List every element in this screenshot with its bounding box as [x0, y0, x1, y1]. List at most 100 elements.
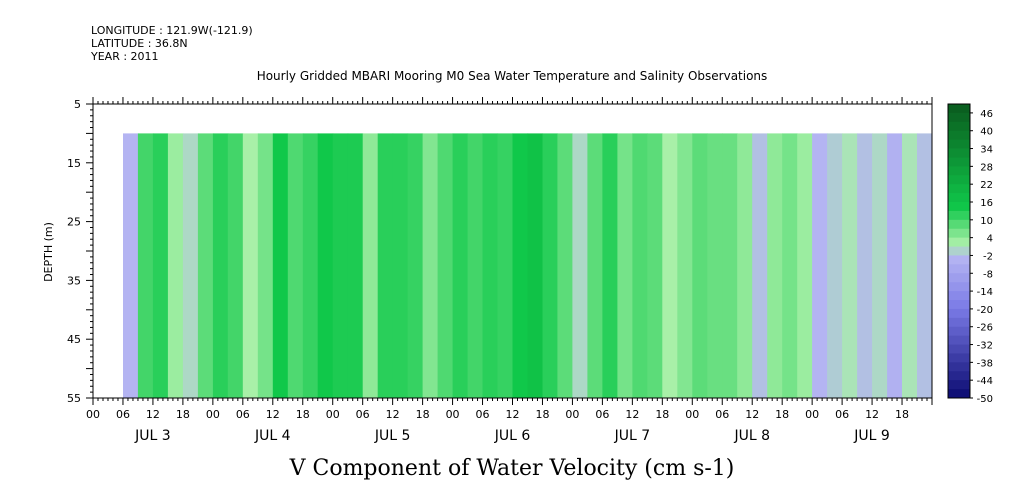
- heatmap-cell: [662, 133, 678, 398]
- colorbar-band: [948, 326, 970, 337]
- colorbar-label: 16: [980, 198, 993, 209]
- x-day-label: JUL 9: [853, 428, 890, 444]
- colorbar-label: 22: [980, 180, 993, 191]
- heatmap-cell: [497, 133, 514, 398]
- colorbar-band: [948, 344, 970, 354]
- heatmap-cell: [467, 133, 484, 398]
- heatmap-cell: [602, 133, 618, 398]
- x-day-label: JUL 7: [614, 428, 651, 444]
- longitude-label: LONGITUDE : 121.9W(-121.9): [91, 24, 253, 37]
- x-tick-label: 18: [176, 408, 190, 421]
- colorbar-band: [948, 317, 970, 328]
- heatmap: [123, 133, 932, 398]
- colorbar-band: [948, 210, 970, 221]
- x-tick-label: 18: [535, 408, 549, 421]
- colorbar-band: [948, 157, 970, 167]
- year-label: YEAR : 2011: [90, 50, 159, 63]
- heatmap-cell: [407, 133, 424, 398]
- heatmap-cell: [287, 133, 304, 398]
- colorbar-label: 4: [987, 234, 993, 245]
- x-tick-label: 18: [416, 408, 430, 421]
- heatmap-cell: [422, 133, 439, 398]
- colorbar-band: [948, 184, 970, 194]
- x-tick-label: 06: [356, 408, 370, 421]
- colorbar-band: [948, 335, 970, 345]
- heatmap-cell: [242, 133, 259, 398]
- colorbar-band: [948, 219, 970, 230]
- heatmap-cell: [752, 133, 768, 398]
- colorbar-band: [948, 308, 970, 319]
- y-axis-label: DEPTH (m): [42, 222, 55, 282]
- x-tick-label: 18: [655, 408, 669, 421]
- x-tick-label: 18: [775, 408, 789, 421]
- colorbar-band: [948, 353, 970, 363]
- heatmap-cell: [632, 133, 648, 398]
- heatmap-cell: [227, 133, 244, 398]
- x-axis: 00 06 12 18 00 06 12 18 00 06 12 18 00 06 12 18 00 06 12 18…: [86, 97, 933, 444]
- colorbar-label: -38: [977, 358, 993, 369]
- x-tick-label: 06: [236, 408, 250, 421]
- x-tick-label: 06: [116, 408, 130, 421]
- colorbar-band: [948, 362, 970, 372]
- heatmap-cell: [812, 133, 828, 398]
- heatmap-cell: [917, 133, 932, 398]
- x-tick-label: 12: [266, 408, 280, 421]
- colorbar-label: 10: [980, 216, 993, 227]
- colorbar-label: -2: [983, 251, 993, 262]
- heatmap-cell: [257, 133, 274, 398]
- colorbar-band: [948, 202, 970, 212]
- heatmap-cell: [887, 133, 903, 398]
- colorbar-band: [948, 300, 970, 310]
- heatmap-cell: [527, 133, 544, 398]
- chart-title: Hourly Gridded MBARI Mooring M0 Sea Wate…: [257, 69, 768, 83]
- colorbar-label: -26: [977, 323, 993, 334]
- heatmap-cell: [437, 133, 454, 398]
- colorbar-band: [948, 228, 970, 239]
- colorbar-band: [948, 246, 970, 256]
- heatmap-cell: [182, 133, 199, 398]
- colorbar-band: [948, 371, 970, 381]
- heatmap-cell: [782, 133, 798, 398]
- colorbar-band: [948, 166, 970, 176]
- x-day-label: JUL 8: [733, 428, 770, 444]
- heatmap-cell: [617, 133, 633, 398]
- heatmap-cell: [452, 133, 469, 398]
- colorbar-band: [948, 291, 970, 301]
- x-tick-label: 00: [446, 408, 460, 421]
- x-tick-label: 12: [386, 408, 400, 421]
- heatmap-cell: [512, 133, 529, 398]
- y-tick-label: 35: [67, 274, 81, 287]
- colorbar-band: [948, 112, 970, 123]
- heatmap-cell: [167, 133, 184, 398]
- colorbar-frame: [947, 103, 971, 399]
- x-day-label: JUL 6: [494, 428, 531, 444]
- heatmap-cell: [857, 133, 873, 398]
- colorbar-label: -44: [977, 376, 993, 387]
- colorbar-band: [948, 255, 970, 265]
- heatmap-cell: [587, 133, 603, 398]
- heatmap-cell: [572, 133, 588, 398]
- heatmap-cell: [737, 133, 753, 398]
- heatmap-cell: [152, 133, 169, 398]
- heatmap-cell: [137, 133, 154, 398]
- colorbar-label: -20: [977, 305, 993, 316]
- colorbar-band: [948, 175, 970, 185]
- heatmap-cell: [362, 133, 379, 398]
- colorbar-band: [948, 282, 970, 292]
- colorbar-label: -32: [977, 341, 993, 352]
- y-tick-label: 45: [67, 333, 81, 346]
- colorbar-band: [948, 264, 970, 274]
- colorbar-band: [948, 121, 970, 132]
- x-tick-label: 00: [805, 408, 819, 421]
- x-tick-label: 00: [326, 408, 340, 421]
- colorbar-band: [948, 389, 970, 399]
- x-day-label: JUL 3: [134, 428, 171, 444]
- heatmap-cell: [692, 133, 708, 398]
- x-tick-label: 18: [296, 408, 310, 421]
- x-tick-label: 06: [476, 408, 490, 421]
- x-tick-label: 06: [715, 408, 729, 421]
- heatmap-cell: [212, 133, 229, 398]
- x-tick-label: 00: [86, 408, 100, 421]
- heatmap-cell: [392, 133, 409, 398]
